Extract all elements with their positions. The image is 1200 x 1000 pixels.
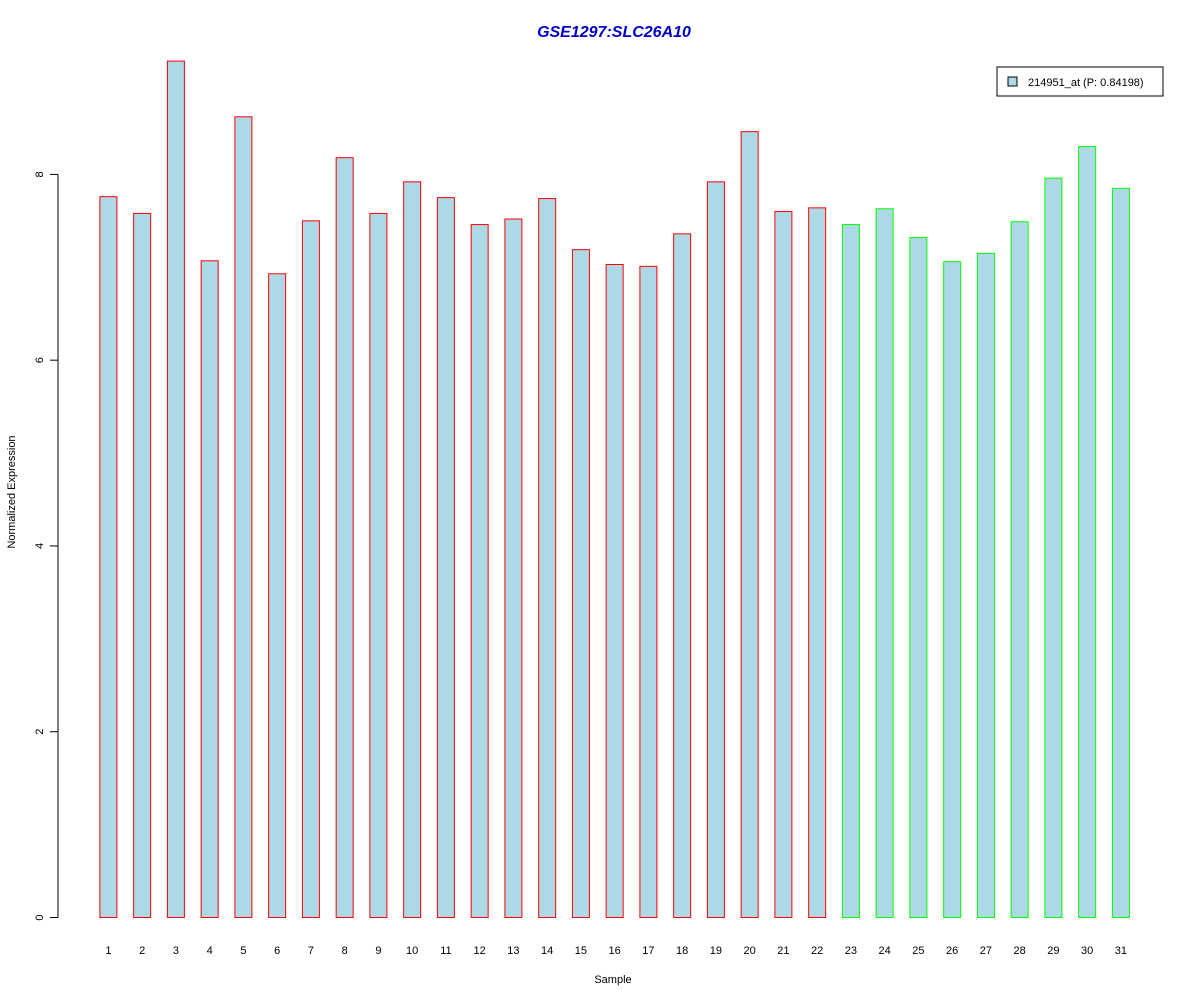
x-tick-label: 29: [1047, 945, 1059, 957]
x-tick-label: 23: [845, 945, 857, 957]
x-tick-label: 18: [676, 945, 688, 957]
bar-sample-26: [943, 261, 962, 919]
bar-sample-15: [571, 249, 590, 919]
bar-sample-23: [841, 224, 860, 918]
bar-sample-20: [740, 131, 759, 918]
bar-sample-25: [909, 237, 928, 919]
x-tick-label: 8: [342, 945, 348, 957]
legend: 214951_at (P: 0.84198): [996, 66, 1164, 97]
x-axis-tick-labels: 1 2 3 4 5 6 7 8 9 10 11 12 13 14 15 16 17 18 19 20 21 22 23 24 2…: [105, 945, 1127, 957]
bar-sample-22: [808, 207, 827, 919]
bar-sample-6: [268, 273, 287, 918]
x-axis-label: Sample: [594, 974, 631, 986]
x-tick-label: 15: [575, 945, 587, 957]
bar-sample-12: [470, 224, 489, 918]
x-tick-label: 21: [777, 945, 789, 957]
x-tick-label: 2: [139, 945, 145, 957]
bar-sample-11: [436, 197, 455, 918]
x-tick-label: 30: [1081, 945, 1093, 957]
bar-sample-10: [403, 181, 422, 918]
bar-sample-3: [166, 60, 185, 918]
bar-sample-21: [774, 211, 793, 918]
legend-swatch: [1007, 76, 1018, 87]
y-tick-label: 4: [34, 543, 46, 549]
x-tick-label: 27: [980, 945, 992, 957]
bar-sample-19: [706, 181, 725, 918]
bar-sample-1: [99, 196, 118, 918]
bar-sample-14: [538, 198, 557, 919]
x-tick-label: 5: [240, 945, 246, 957]
bar-sample-31: [1111, 187, 1130, 918]
x-tick-label: 3: [173, 945, 179, 957]
y-tick-label: 6: [34, 357, 46, 363]
x-tick-label: 11: [440, 945, 451, 957]
x-tick-label: 6: [274, 945, 280, 957]
x-tick-label: 4: [207, 945, 213, 957]
bar-sample-4: [200, 260, 219, 918]
chart-title: GSE1297:SLC26A10: [537, 24, 691, 41]
y-tick-label: 0: [34, 914, 46, 920]
bar-sample-13: [504, 218, 523, 918]
x-tick-label: 7: [308, 945, 314, 957]
bar-sample-17: [639, 265, 658, 918]
bar-sample-5: [234, 116, 253, 918]
bar-sample-16: [605, 264, 624, 919]
x-tick-label: 26: [946, 945, 958, 957]
y-tick-label: 2: [34, 729, 46, 735]
x-tick-label: 9: [375, 945, 381, 957]
x-tick-label: 28: [1014, 945, 1026, 957]
bar-sample-28: [1010, 221, 1029, 918]
x-tick-label: 31: [1115, 945, 1127, 957]
x-tick-label: 16: [609, 945, 621, 957]
x-tick-label: 1: [105, 945, 111, 957]
y-axis-label: Normalized Expression: [6, 435, 18, 548]
x-tick-label: 14: [541, 945, 553, 957]
bar-sample-8: [335, 157, 354, 919]
bar-sample-27: [976, 252, 995, 918]
bar-sample-7: [301, 220, 320, 918]
x-tick-label: 17: [642, 945, 654, 957]
bar-sample-24: [875, 208, 894, 918]
x-tick-label: 19: [710, 945, 722, 957]
bars-group: [99, 60, 1130, 919]
bar-sample-2: [133, 212, 152, 919]
bar-sample-29: [1044, 177, 1063, 919]
legend-box: [996, 66, 1164, 97]
x-tick-label: 25: [912, 945, 924, 957]
x-tick-label: 10: [406, 945, 418, 957]
x-tick-label: 13: [507, 945, 519, 957]
x-tick-label: 24: [879, 945, 891, 957]
x-tick-label: 20: [744, 945, 756, 957]
x-tick-label: 22: [811, 945, 823, 957]
bar-sample-9: [369, 212, 388, 919]
bar-sample-18: [673, 233, 692, 918]
x-tick-label: 12: [474, 945, 486, 957]
bar-sample-30: [1078, 146, 1097, 918]
y-axis-ticks: 0 2 4 6 8: [34, 171, 58, 921]
y-tick-label: 8: [34, 171, 46, 177]
legend-label: 214951_at (P: 0.84198): [1028, 77, 1144, 89]
